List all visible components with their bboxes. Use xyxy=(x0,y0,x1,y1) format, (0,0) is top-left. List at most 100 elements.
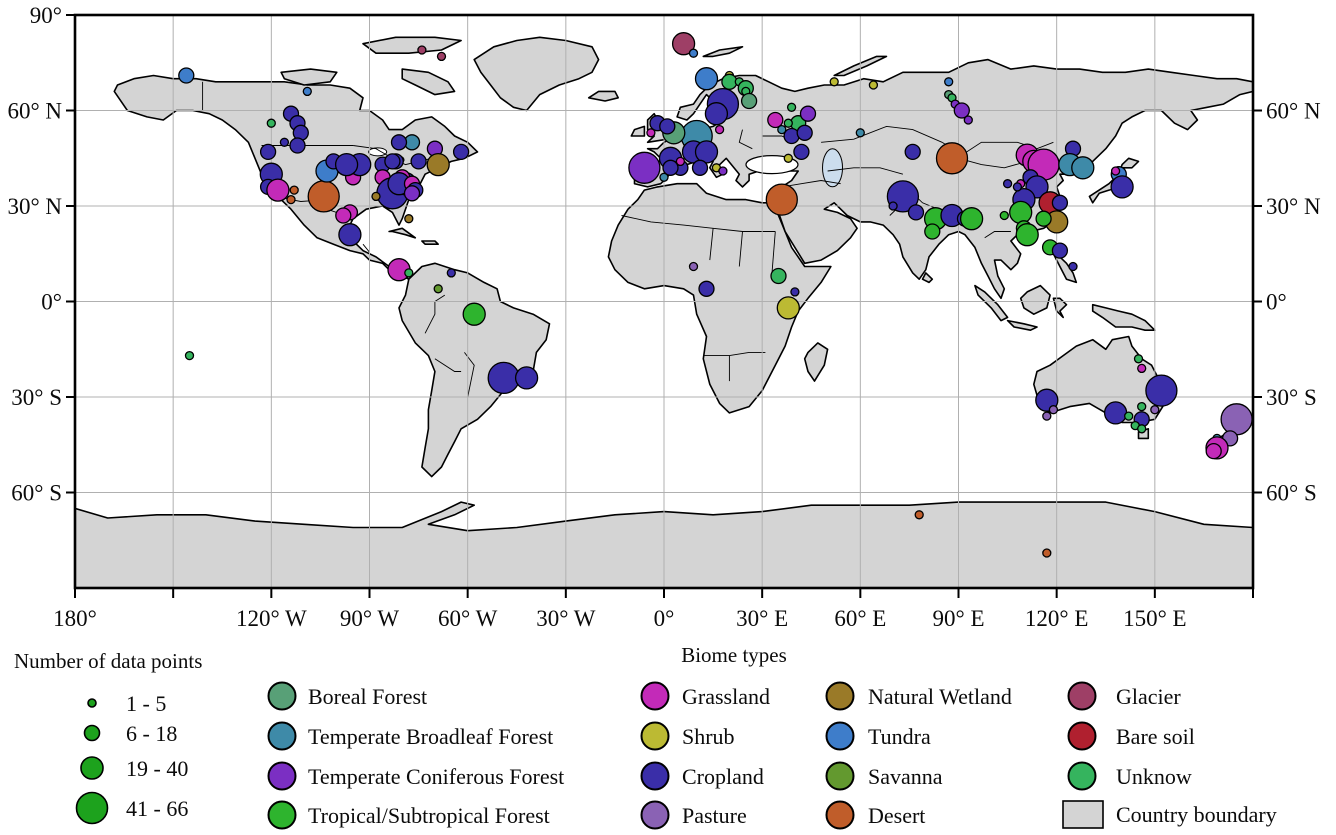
axis-label-bottom: 0° xyxy=(654,606,675,631)
country-border-line xyxy=(738,231,743,267)
data-point-glacier xyxy=(671,32,696,56)
landmass-ellesmere xyxy=(362,36,462,54)
axis-label-bottom: 60° W xyxy=(438,606,498,631)
biome-legend-circle-desert xyxy=(825,800,855,830)
data-point-grassland xyxy=(1205,442,1222,460)
data-point-cropland xyxy=(1103,401,1128,425)
landmass-sumatra xyxy=(974,284,1009,322)
axis-label-bottom: 60° E xyxy=(834,606,886,631)
data-point-cropland xyxy=(334,152,359,177)
landmass-hispaniola xyxy=(421,240,439,245)
data-point-cropland xyxy=(694,140,719,164)
data-point-unknow xyxy=(1137,424,1147,434)
data-point-glacier xyxy=(436,51,447,62)
landmass-iceland xyxy=(587,90,619,102)
data-point-natural_wetland xyxy=(404,214,414,224)
data-point-temperate_broadleaf_forest xyxy=(659,172,669,182)
data-point-grassland xyxy=(767,111,784,129)
data-point-tropical_subtropical_forest xyxy=(1015,223,1039,247)
data-point-cropland xyxy=(279,137,290,147)
data-point-grassland xyxy=(266,178,290,202)
data-point-tropical_subtropical_forest xyxy=(462,302,486,326)
country-boundary-label: Country boundary xyxy=(1116,802,1277,827)
data-point-cropland xyxy=(514,366,539,390)
data-point-natural_wetland xyxy=(426,152,450,177)
biome-legend-circle-cropland xyxy=(640,761,670,791)
data-point-cropland xyxy=(1145,374,1178,407)
data-point-cropland xyxy=(659,118,676,135)
biome-legend-label-temperate_broadleaf_forest: Temperate Broadleaf Forest xyxy=(308,724,553,749)
data-point-cropland xyxy=(1110,175,1134,199)
country-border-line xyxy=(984,231,1011,239)
data-point-temperate_broadleaf_forest xyxy=(777,124,787,135)
size-legend-label: 6 - 18 xyxy=(126,721,177,746)
data-point-cropland xyxy=(1012,182,1023,192)
data-point-cropland xyxy=(487,361,520,395)
data-point-shrub xyxy=(776,296,800,320)
axis-label-left: 90° xyxy=(30,3,62,28)
axis-label-bottom: 120° W xyxy=(236,606,307,631)
data-point-cropland xyxy=(790,287,800,297)
landmass-borneo xyxy=(1019,284,1051,315)
biome-legend-circle-savanna xyxy=(825,761,855,791)
size-legend-circle xyxy=(80,756,104,780)
data-point-tropical_subtropical_forest xyxy=(959,207,984,231)
data-point-tundra xyxy=(178,67,195,84)
biome-legend-circle-natural_wetland xyxy=(825,681,855,711)
biome-legend-label-natural_wetland: Natural Wetland xyxy=(868,684,1012,709)
biome-legend-circle-unknow xyxy=(1067,761,1097,791)
biome-legend-label-shrub: Shrub xyxy=(682,724,735,749)
data-point-pasture xyxy=(1042,411,1052,421)
biome-legend-label-bare_soil: Bare soil xyxy=(1116,724,1195,749)
country-border-line xyxy=(781,180,841,188)
legend: Number of data points Biome types 1 - 5 6… xyxy=(14,643,1277,830)
biome-legend-circle-tundra xyxy=(825,721,855,751)
data-point-cropland xyxy=(907,204,925,221)
data-point-pasture xyxy=(1220,403,1253,436)
biome-legend-label-pasture: Pasture xyxy=(682,803,747,828)
data-point-desert xyxy=(914,510,924,520)
data-point-pasture xyxy=(688,261,699,272)
axis-label-bottom: 150° E xyxy=(1123,606,1187,631)
biome-legend-label-desert: Desert xyxy=(868,803,925,828)
data-point-desert xyxy=(1042,548,1052,558)
biome-legend-label-grassland: Grassland xyxy=(682,684,770,709)
axis-label-left: 30° N xyxy=(7,194,62,219)
size-legend-items: 1 - 5 6 - 18 19 - 40 41 - 66 xyxy=(75,691,188,825)
data-point-unknow xyxy=(184,350,195,361)
axis-label-bottom: 90° E xyxy=(933,606,985,631)
size-legend-label: 41 - 66 xyxy=(126,796,188,821)
map-frame xyxy=(66,13,1262,598)
axis-labels-layer: 90° 60° N 30° N 0° 30° S 60° S 60° N 30° N 0° 30°… xyxy=(7,3,1321,631)
size-legend-circle xyxy=(87,698,97,708)
data-point-grassland xyxy=(1137,363,1147,374)
data-point-unknow xyxy=(786,102,797,112)
landmass-baffin xyxy=(401,68,456,96)
data-point-temperate_coniferous_forest xyxy=(718,166,728,176)
biome-legend-label-tundra: Tundra xyxy=(868,724,931,749)
data-points-layer xyxy=(178,32,1253,558)
data-point-temperate_broadleaf_forest xyxy=(855,128,865,138)
data-point-tundra xyxy=(694,67,719,91)
landmass-victoria xyxy=(280,68,338,86)
biome-legend-circle-temperate_coniferous_forest xyxy=(267,761,297,791)
biome-legend-label-cropland: Cropland xyxy=(682,764,764,789)
data-point-boreal_forest xyxy=(740,92,758,110)
axis-label-right: 0° xyxy=(1266,290,1287,315)
data-point-savanna xyxy=(433,284,443,294)
biome-legend-circle-temperate_broadleaf_forest xyxy=(267,721,297,751)
axis-label-bottom: 30° E xyxy=(736,606,788,631)
axis-label-right: 30° N xyxy=(1266,194,1321,219)
axis-label-bottom: 120° E xyxy=(1025,606,1089,631)
axis-label-left: 0° xyxy=(41,290,62,315)
landmass-svalbard xyxy=(702,46,744,58)
data-point-cropland xyxy=(1068,261,1078,272)
data-point-tundra xyxy=(302,86,312,97)
data-point-cropland xyxy=(452,143,470,161)
data-point-temperate_coniferous_forest xyxy=(403,185,421,202)
biome-legend-items: Boreal Forest Temperate Broadleaf Forest T… xyxy=(267,681,1195,830)
landmass-greenland xyxy=(473,36,600,112)
biome-legend-circle-boreal_forest xyxy=(267,681,297,711)
great-lakes-west xyxy=(368,147,388,157)
axis-label-right: 60° N xyxy=(1266,99,1321,124)
